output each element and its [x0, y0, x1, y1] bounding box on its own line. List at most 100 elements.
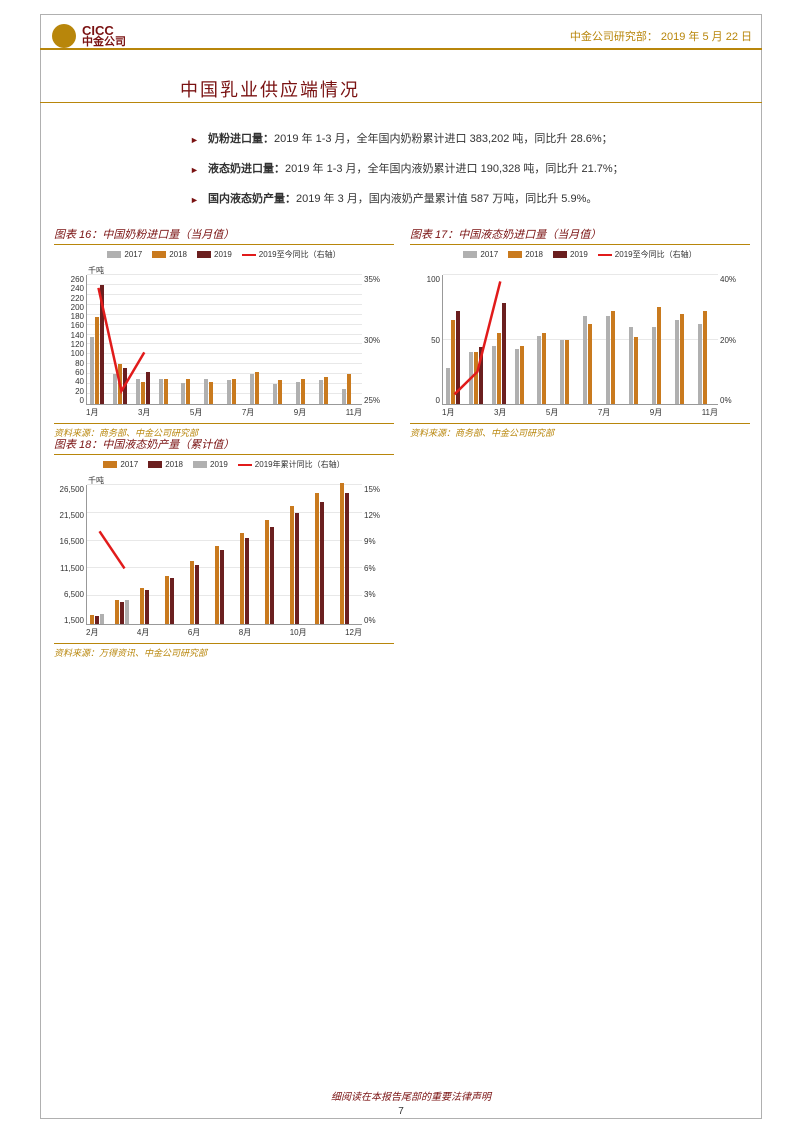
bar — [451, 320, 455, 404]
bar — [170, 578, 174, 624]
bar — [115, 600, 119, 624]
legend-item: 2017 — [103, 459, 138, 470]
legend-item: 2018 — [508, 249, 543, 260]
section-underline — [40, 102, 762, 103]
bar — [315, 493, 319, 624]
x-axis: 1月3月5月7月9月11月 — [86, 407, 362, 419]
y-axis-right: 0%3%6%9%12%15% — [364, 485, 394, 625]
bar — [583, 316, 587, 404]
plot-area — [442, 275, 718, 405]
section-title: 中国乳业供应端情况 — [180, 76, 360, 102]
bar — [90, 337, 94, 404]
bar — [342, 389, 346, 404]
bar — [95, 317, 99, 404]
chart-16: 图表 16：中国奶粉进口量（当月值） 2017201820192019至今同比（… — [54, 226, 394, 439]
bar — [474, 352, 478, 404]
chart-title: 图表 16：中国奶粉进口量（当月值） — [54, 226, 394, 245]
header-date: 2019 年 5 月 22 日 — [661, 31, 752, 43]
bar — [181, 383, 185, 404]
chart-18: 图表 18：中国液态奶产量（累计值） 2017201820192019年累计同比… — [54, 436, 394, 659]
bar — [125, 600, 129, 624]
legend-item: 2018 — [148, 459, 183, 470]
chart-area: 2017201820192019至今同比（右轴） 050100 0%20%40%… — [410, 249, 750, 419]
bar — [209, 382, 213, 404]
y-axis-right: 0%20%40% — [720, 275, 750, 405]
bar — [515, 349, 519, 404]
bar — [100, 285, 104, 404]
bar — [469, 352, 473, 404]
chart-source: 资料来源：万得资讯、中金公司研究部 — [54, 643, 394, 659]
bar — [492, 346, 496, 404]
bar — [220, 550, 224, 624]
legend-item: 2019至今同比（右轴） — [598, 249, 697, 260]
bar — [255, 372, 259, 404]
chart-area: 2017201820192019至今同比（右轴） 千吨 020406080100… — [54, 249, 394, 419]
bar — [136, 379, 140, 404]
bar — [698, 324, 702, 404]
legend-item: 2019至今同比（右轴） — [242, 249, 341, 260]
chart-legend: 2017 2018 2019 2019至今同比（右轴） — [410, 249, 750, 260]
bar — [227, 380, 231, 404]
bar — [186, 379, 190, 404]
bar — [265, 520, 269, 624]
bar — [164, 379, 168, 404]
bar — [703, 311, 707, 404]
bar — [165, 576, 169, 624]
bar — [565, 340, 569, 405]
bar — [95, 616, 99, 624]
bar — [140, 588, 144, 624]
bullet-item: 液态奶进口量：2019 年 1-3 月，全年国内液奶累计进口 190,328 吨… — [190, 160, 742, 180]
footer-disclaimer: 请仔细阅读在本报告尾部的重要法律声明 — [0, 1088, 802, 1103]
bar — [100, 614, 104, 624]
chart-17: 图表 17：中国液态奶进口量（当月值） 2017 2018 2019 2019至今同比… — [410, 226, 750, 439]
bar — [324, 377, 328, 404]
chart-source: 资料来源：商务部、中金公司研究部 — [410, 423, 750, 439]
bar — [190, 561, 194, 624]
bar — [270, 527, 274, 624]
bar — [497, 333, 501, 404]
bullet-list: 奶粉进口量：2019 年 1-3 月，全年国内奶粉累计进口 383,202 吨，… — [190, 130, 742, 219]
chart-title: 图表 17：中国液态奶进口量（当月值） — [410, 226, 750, 245]
legend-item: 2019 — [553, 249, 588, 260]
bar — [657, 307, 661, 404]
y-axis-left: 1,5006,50011,50016,50021,50026,500 — [54, 485, 84, 625]
bar — [195, 565, 199, 624]
bar — [320, 502, 324, 624]
header-right: 中金公司研究部： 2019 年 5 月 22 日 — [570, 28, 752, 44]
bar — [634, 337, 638, 404]
bar — [278, 380, 282, 404]
bar — [290, 506, 294, 624]
bar — [340, 483, 344, 624]
bar — [90, 615, 94, 624]
plot-area — [86, 275, 362, 405]
bar — [113, 374, 117, 404]
bar — [141, 382, 145, 404]
bar — [204, 379, 208, 404]
bar — [145, 590, 149, 624]
legend-item: 2017 — [463, 249, 498, 260]
logo: CICC 中金公司 — [50, 22, 126, 50]
bar — [118, 364, 122, 404]
y-axis-right: 25%30%35% — [364, 275, 394, 405]
bar — [611, 311, 615, 404]
page-number: 7 — [0, 1106, 802, 1117]
bar — [345, 493, 349, 624]
bar — [456, 311, 460, 404]
bar — [560, 340, 564, 405]
bar — [680, 314, 684, 404]
x-axis: 2月4月6月8月10月12月 — [86, 627, 362, 639]
bar — [301, 379, 305, 404]
bar — [250, 374, 254, 404]
legend-item: 2018 — [152, 249, 187, 260]
bar — [542, 333, 546, 404]
legend-item: 2019年累计同比（右轴） — [238, 459, 345, 470]
bullet-item: 奶粉进口量：2019 年 1-3 月，全年国内奶粉累计进口 383,202 吨，… — [190, 130, 742, 150]
bar — [347, 374, 351, 404]
logo-text-cn: 中金公司 — [82, 37, 126, 48]
bar — [537, 336, 541, 404]
bar — [123, 368, 127, 404]
bar — [652, 327, 656, 404]
bar — [446, 368, 450, 404]
bar — [675, 320, 679, 404]
header-org: 中金公司研究部： — [570, 31, 658, 43]
